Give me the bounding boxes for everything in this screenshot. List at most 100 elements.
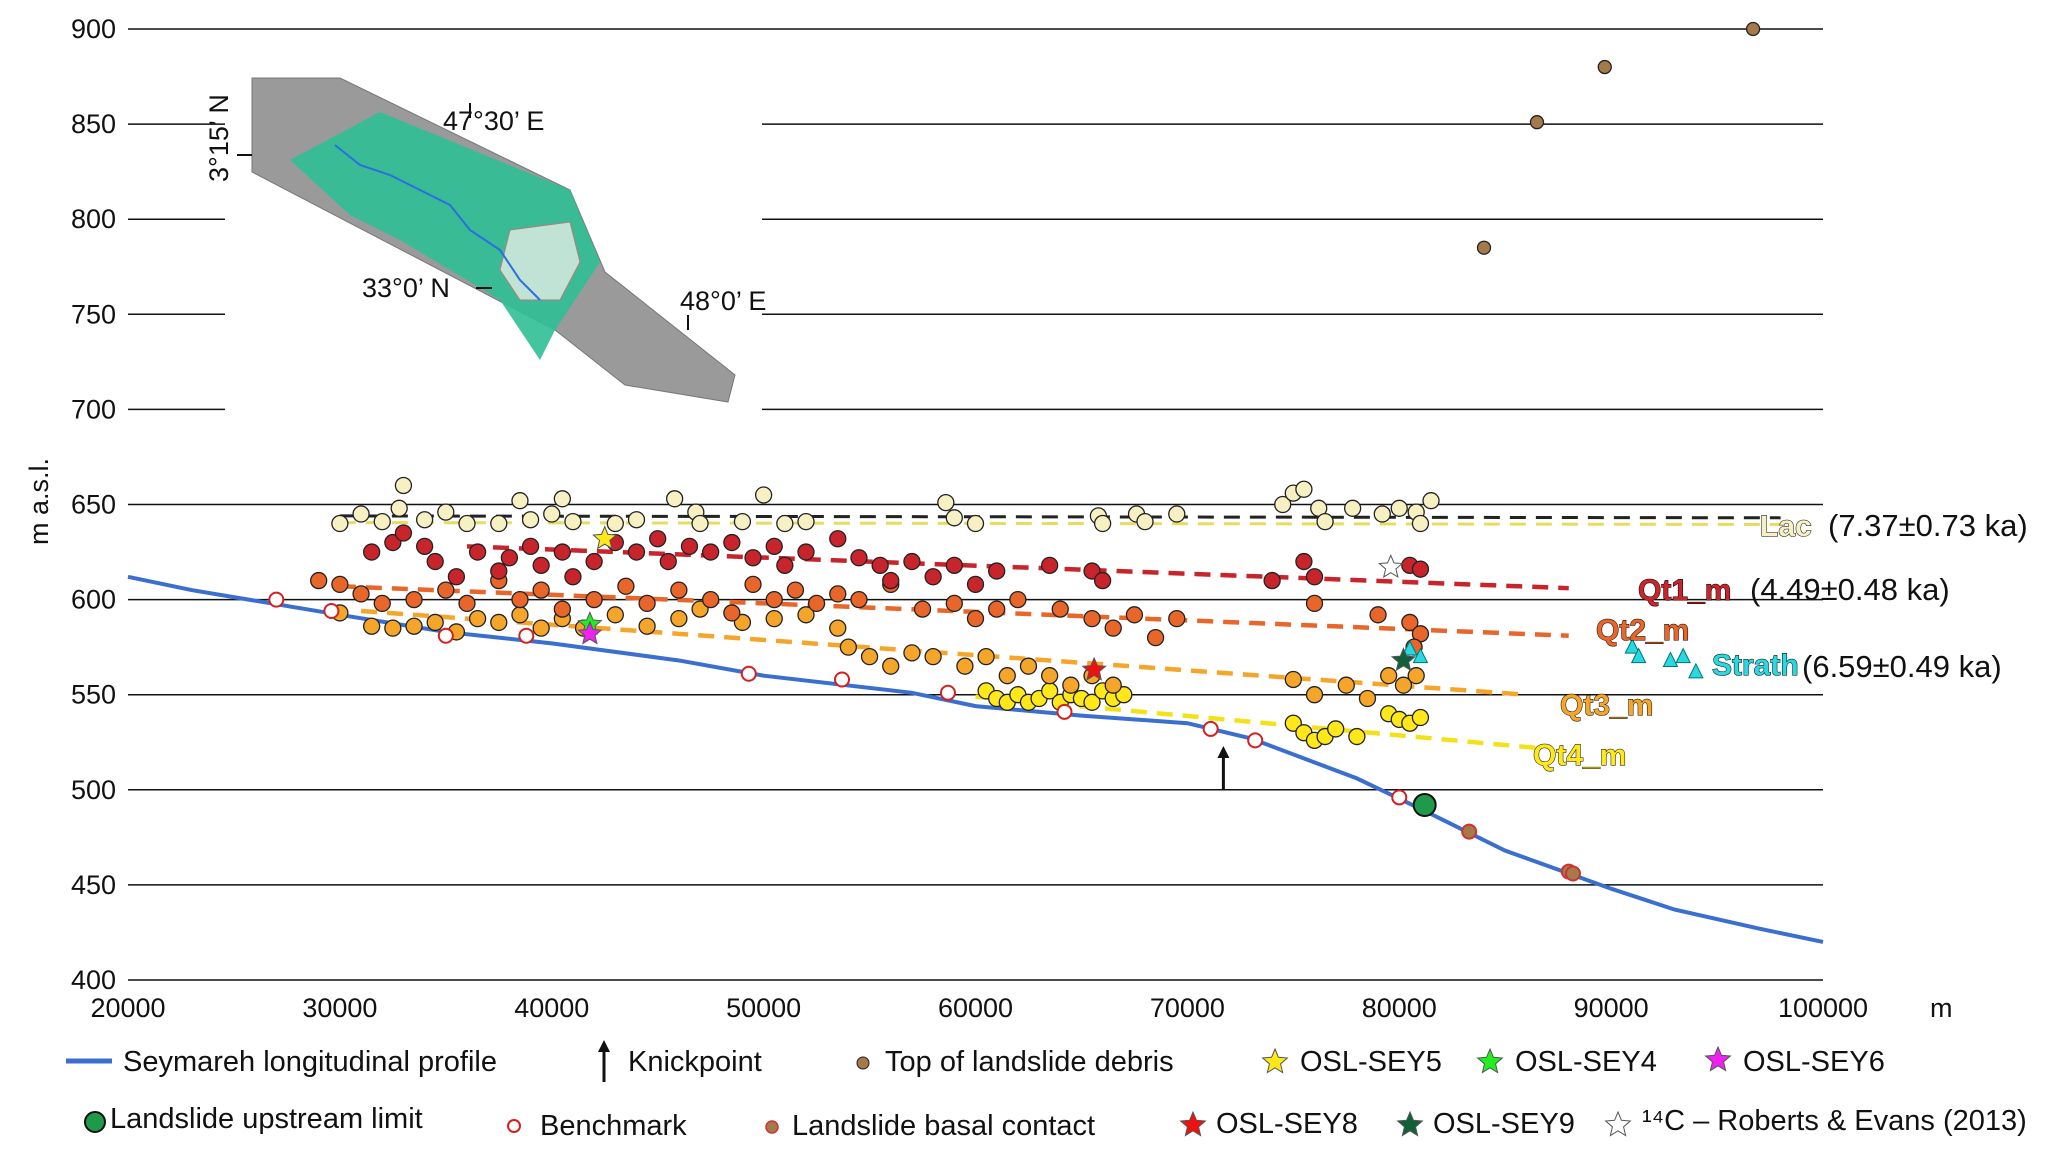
point-qt3_m [532, 619, 550, 637]
y-tick-label: 800 [71, 204, 116, 234]
x-tick-label: 30000 [302, 993, 377, 1023]
point-qt2_m [532, 581, 550, 599]
point-qt1_m [500, 549, 519, 567]
x-tick-label: 50000 [726, 993, 801, 1023]
map-label-lat2: 33°0’ N [362, 273, 450, 303]
point-qt3_m [903, 644, 921, 662]
point-qt3_m [797, 606, 815, 624]
sample-star-osl-sey5 [592, 525, 618, 550]
point-lac [937, 493, 955, 512]
point-qt4_m [1348, 727, 1366, 746]
point-qt1_m [490, 562, 508, 580]
point-qt1_m [649, 530, 667, 548]
legend-basal: Landslide basal contact [792, 1110, 1095, 1142]
point-benchmark [1247, 732, 1264, 749]
point-qt2_m [1401, 613, 1419, 632]
point-benchmark [740, 665, 757, 682]
point-lac [627, 511, 646, 529]
legend-upstream: Landslide upstream limit [110, 1103, 423, 1135]
y-tick-label: 900 [71, 14, 116, 44]
point-benchmark [1391, 789, 1408, 806]
point-qt1_m [1411, 560, 1430, 578]
point-lac [1274, 495, 1292, 514]
point-qt1_m [829, 530, 847, 548]
x-tick-label: 80000 [1362, 993, 1437, 1023]
point-qt2_m [807, 594, 826, 613]
point-qt1_m [363, 543, 381, 561]
y-tick-label: 700 [71, 394, 116, 424]
point-qt2_m [786, 581, 805, 599]
point-qt2_m [850, 590, 868, 609]
point-lac [511, 492, 529, 510]
point-lac [1343, 499, 1362, 517]
point-lac [1411, 514, 1430, 533]
point-qt1_m [532, 556, 550, 575]
point-lac [564, 512, 582, 531]
point-benchmark [939, 684, 956, 701]
point-qt2_m [945, 594, 963, 613]
x-axis-label: m [1930, 993, 1953, 1023]
point-qt1_m [744, 549, 762, 567]
point-qt3_m [670, 609, 688, 628]
point-lac [776, 514, 794, 533]
point-lac [754, 486, 773, 504]
point-qt3_m [1041, 667, 1059, 685]
point-lac [1373, 505, 1391, 523]
strath-label: Strath [1712, 649, 1799, 682]
point-qt1_m [1305, 568, 1324, 586]
point-qt3_m [860, 648, 879, 666]
strath-age: (6.59±0.49 ka) [1802, 649, 2002, 684]
point-qt2_m [988, 600, 1006, 618]
y-tick-label: 500 [71, 775, 116, 805]
x-tick-label: 60000 [938, 993, 1013, 1023]
point-lac [331, 514, 349, 533]
trend-line-qt1_m [466, 544, 1569, 591]
point-qt2_m [437, 581, 455, 599]
point-qt1_m [702, 543, 720, 561]
point-lac [490, 514, 508, 533]
y-tick-label: 450 [71, 870, 116, 900]
point-qt1_m [468, 543, 487, 561]
point-qt2_m [1051, 600, 1069, 618]
knickpoint-arrowhead [1217, 746, 1230, 759]
point-debris-top [1745, 21, 1761, 37]
legend-sey8: OSL-SEY8 [1216, 1108, 1358, 1140]
sample-star-osl-sey9 [1390, 647, 1417, 672]
y-axis-label: m a.s.l. [24, 458, 54, 545]
point-qt2_m [670, 581, 688, 599]
legend-star-icon-sey5 [1261, 1047, 1289, 1074]
point-qt1_m [945, 556, 963, 575]
point-qt3_m [1358, 689, 1377, 708]
point-strath [1675, 647, 1691, 664]
point-lac [352, 505, 370, 523]
point-qt2_m [352, 585, 370, 603]
point-lac [797, 512, 815, 531]
point-debris-top [1529, 115, 1545, 130]
point-lac [543, 505, 561, 523]
terrace-labels: Lac (7.37±0.73 ka) Qt1_m (4.49±0.48 ka) Qt2_… [1533, 508, 2028, 773]
point-qt3_m [1305, 686, 1324, 704]
y-tick-label: 600 [71, 585, 116, 615]
point-qt3_m [511, 606, 529, 624]
terrace-label-qt3_m: Qt3_m [1560, 689, 1653, 722]
legend-sey9: OSL-SEY9 [1433, 1108, 1575, 1140]
y-tick-label: 750 [71, 299, 116, 329]
point-qt2_m [638, 594, 656, 613]
point-strath [1630, 647, 1647, 664]
point-qt2_m [744, 575, 762, 594]
sample-star-osl-sey8 [1081, 656, 1107, 681]
x-tick-label: 100000 [1778, 993, 1868, 1023]
point-strath [1688, 662, 1704, 679]
point-qt3_m [1380, 667, 1398, 685]
point-qt2_m [1104, 619, 1122, 637]
map-label-lon1: 47°30’ E [443, 106, 544, 136]
x-tick-label: 70000 [1150, 993, 1225, 1023]
point-qt2_m [1168, 609, 1186, 628]
legend: Seymareh longitudinal profile Knickpoint… [66, 1040, 2027, 1142]
point-benchmark [323, 603, 340, 620]
point-strath [1662, 651, 1679, 667]
point-qt1_m [1295, 552, 1313, 571]
terrace-label-lac: Lac [1760, 510, 1812, 543]
point-qt1_m [564, 568, 582, 586]
y-tick-label: 850 [71, 109, 116, 139]
